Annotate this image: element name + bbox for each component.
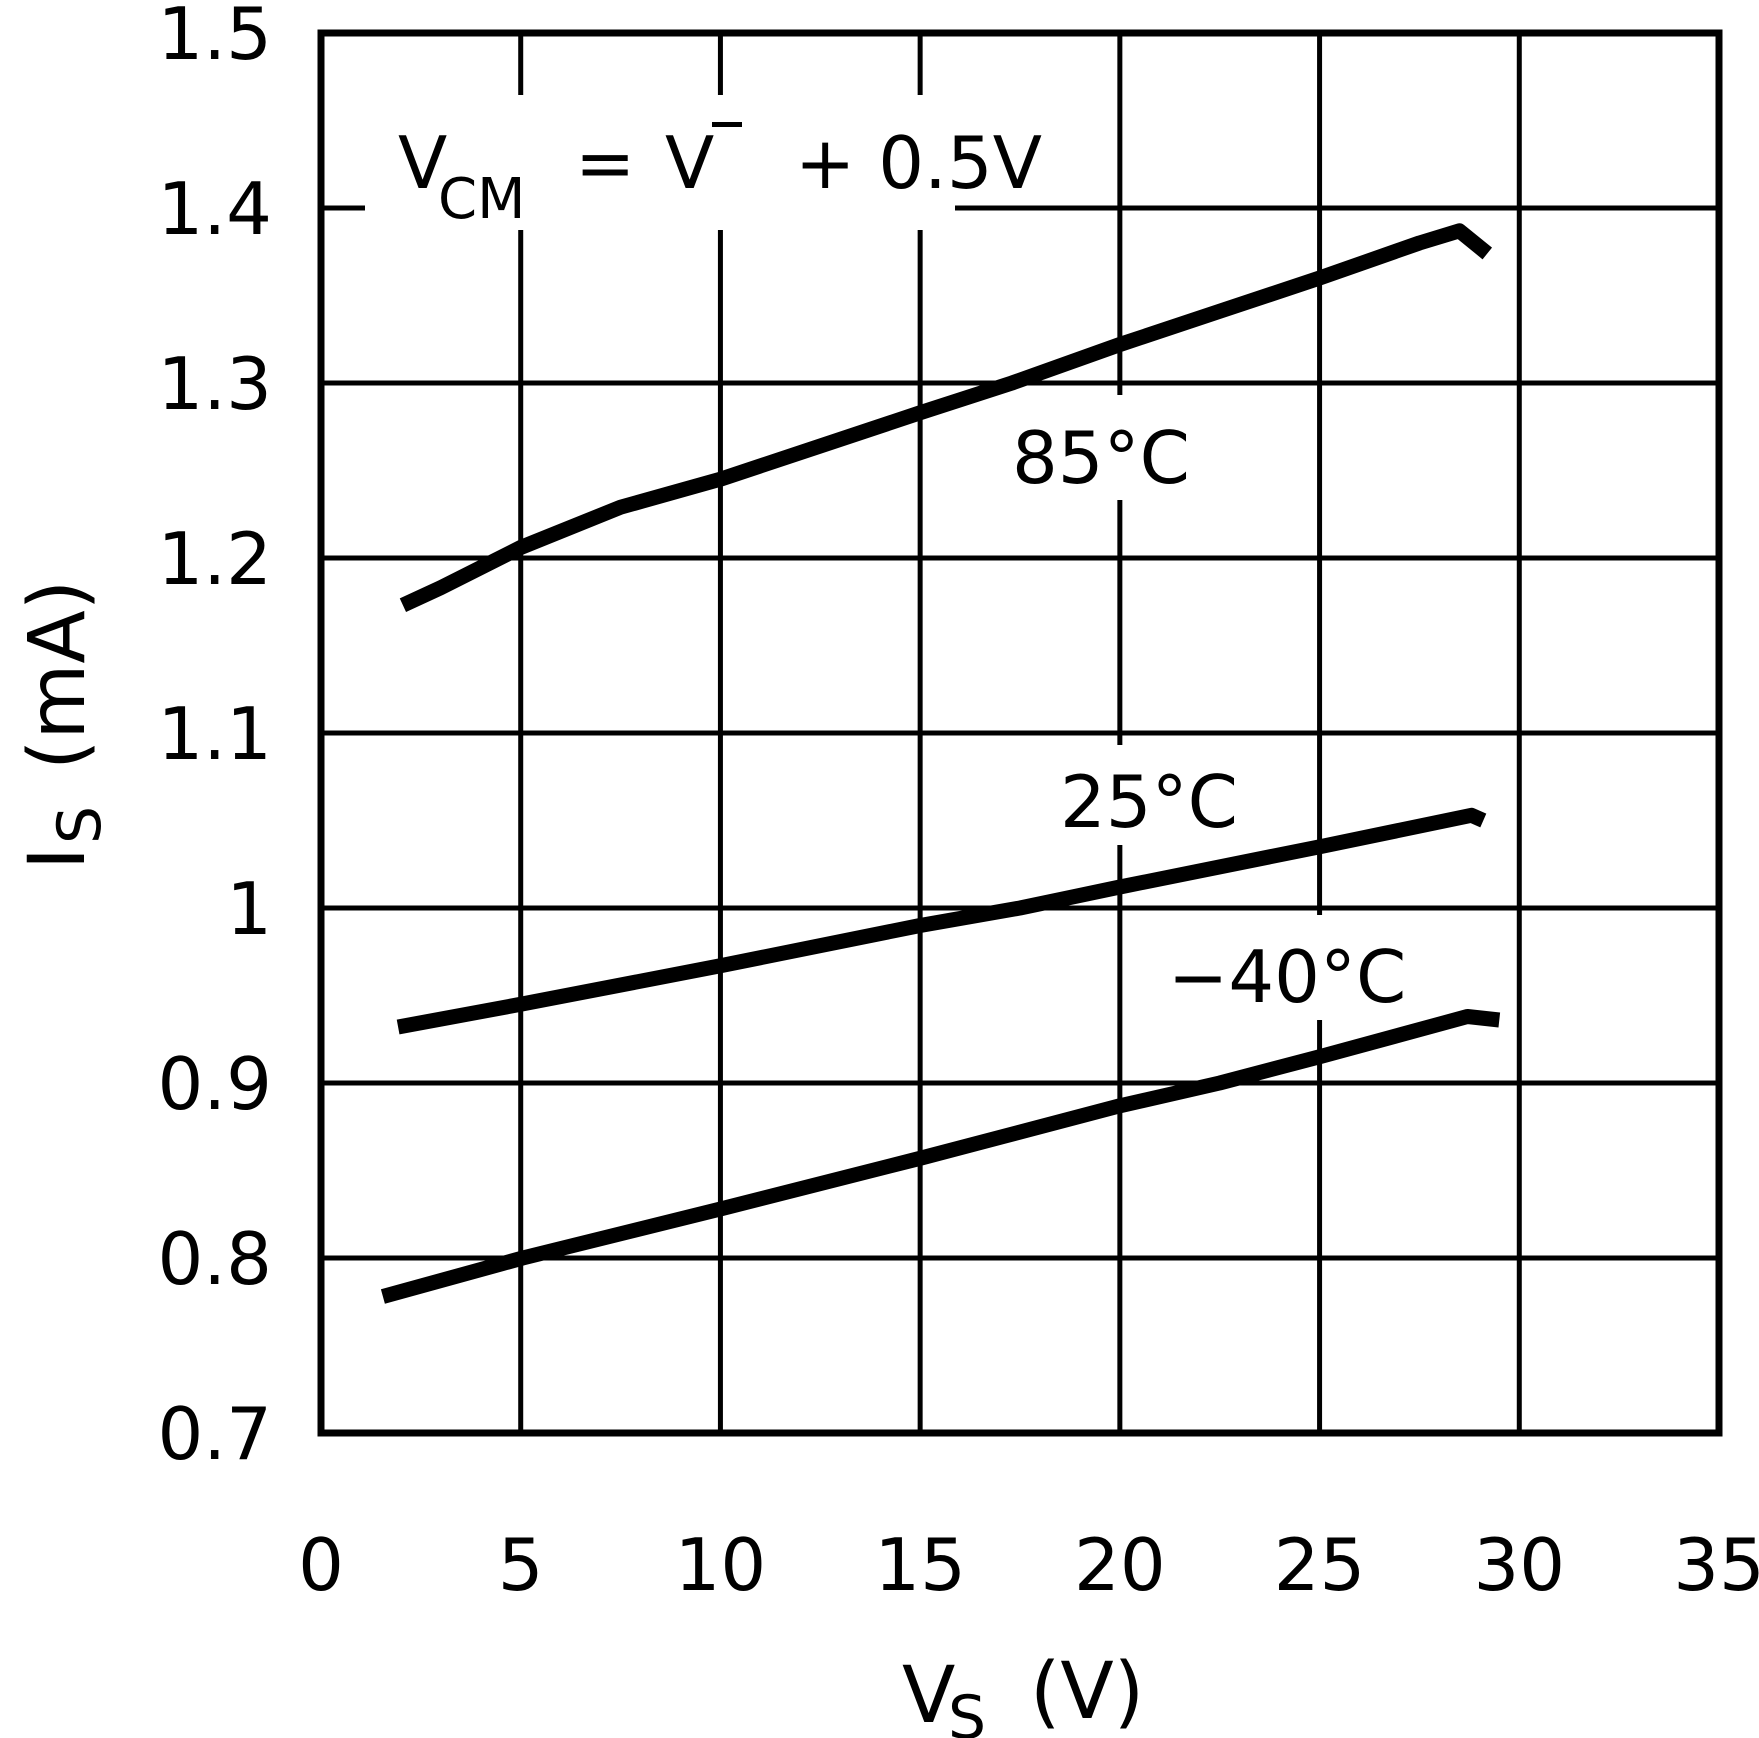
plot-frame <box>317 29 1723 1437</box>
y-tick-labels: 0.7 0.8 0.9 1 1.1 1.2 1.3 1.4 1.5 <box>157 0 272 1476</box>
x-tick-label: 25 <box>1274 1523 1366 1607</box>
y-tick-label: 0.7 <box>157 1392 272 1476</box>
y-axis-label-main: I <box>13 847 103 870</box>
x-axis-label-sub: S <box>948 1683 986 1738</box>
x-tick-label: 35 <box>1673 1523 1759 1607</box>
annotation-v: V <box>398 121 447 205</box>
annotation-vcm: V CM = V + 0.5V <box>398 121 1042 232</box>
y-axis-label-unit: (mA) <box>13 580 103 770</box>
x-tick-label: 10 <box>675 1523 767 1607</box>
series-label-minus40c: −40°C <box>1168 935 1406 1019</box>
y-tick-label: 1.1 <box>157 692 272 776</box>
series-line-1 <box>396 807 1487 1035</box>
grid-lines <box>321 33 1719 1433</box>
series-label-25c: 25°C <box>1060 760 1238 844</box>
annotation-superscript-minus <box>712 122 742 127</box>
label-backgrounds <box>365 95 1425 1020</box>
label-knockout <box>365 95 955 230</box>
x-axis-label: V S (V) <box>902 1647 1144 1738</box>
annotation-equals: = <box>575 121 635 205</box>
annotation-v2: V <box>665 121 714 205</box>
y-axis-label-sub: S <box>45 806 115 844</box>
x-tick-label: 20 <box>1074 1523 1166 1607</box>
x-tick-label: 0 <box>298 1523 344 1607</box>
y-tick-label: 1.4 <box>157 167 272 251</box>
x-tick-label: 30 <box>1473 1523 1565 1607</box>
series-line-0 <box>399 223 1493 613</box>
x-axis-label-unit: (V) <box>1030 1647 1144 1737</box>
y-tick-label: 1.5 <box>157 0 272 76</box>
y-tick-label: 1.3 <box>157 342 272 426</box>
y-tick-label: 0.9 <box>157 1042 272 1126</box>
x-tick-labels: 0 5 10 15 20 25 30 35 <box>298 1523 1759 1607</box>
annotation-rest: + 0.5V <box>795 121 1042 205</box>
y-tick-label: 0.8 <box>157 1217 272 1301</box>
series-label-85c: 85°C <box>1012 416 1190 500</box>
series-line-2 <box>380 1009 1501 1304</box>
label-knockout <box>1150 915 1425 1020</box>
x-tick-label: 5 <box>498 1523 544 1607</box>
y-tick-label: 1.2 <box>157 517 272 601</box>
label-knockout <box>985 395 1210 500</box>
annotation-sub-cm: CM <box>438 167 525 232</box>
x-axis-label-main: V <box>902 1651 955 1738</box>
data-series <box>380 223 1501 1304</box>
x-tick-label: 15 <box>874 1523 966 1607</box>
label-knockout <box>1040 745 1265 845</box>
y-tick-label: 1 <box>226 867 272 951</box>
y-axis-label: I S (mA) <box>13 580 115 870</box>
